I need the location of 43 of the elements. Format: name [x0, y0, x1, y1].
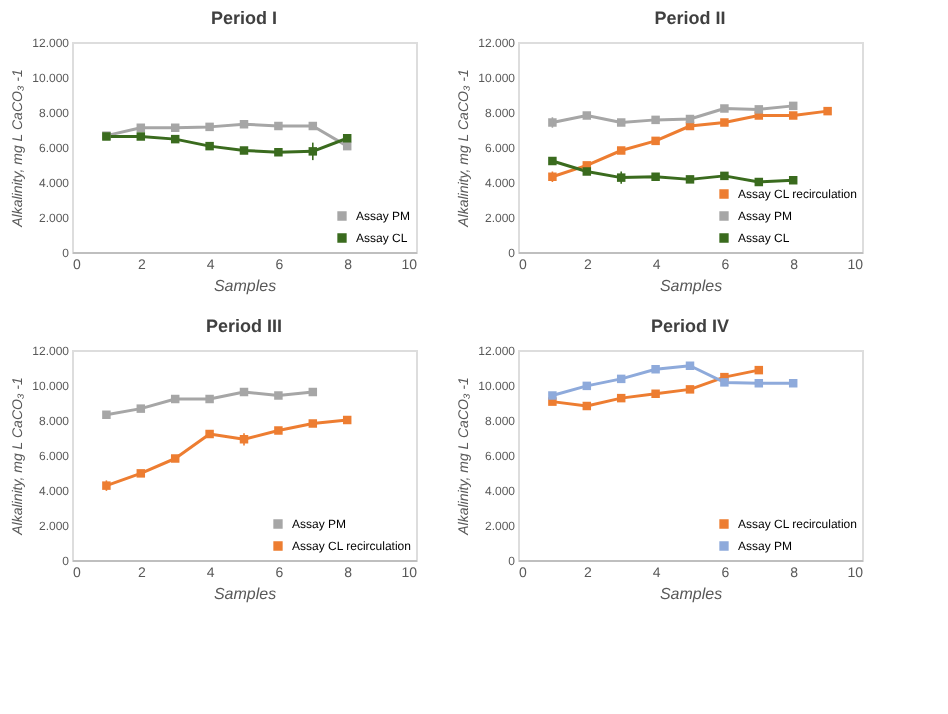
point [720, 104, 729, 113]
point [205, 394, 214, 404]
x-axis-title: Samples [659, 585, 723, 603]
point [274, 391, 283, 400]
point [239, 146, 249, 155]
point [170, 454, 180, 463]
point [205, 122, 214, 132]
point [823, 106, 832, 116]
point [651, 136, 660, 146]
point [136, 469, 146, 478]
point [205, 429, 214, 439]
chart-title: Period I [210, 8, 278, 28]
point [102, 410, 111, 419]
point [685, 385, 695, 394]
point [720, 171, 729, 181]
point [274, 121, 283, 131]
point [651, 365, 660, 374]
chart-title: Period III [205, 316, 283, 336]
point [685, 175, 695, 184]
point [720, 378, 729, 387]
point [274, 148, 283, 157]
chart-title: Period II [654, 8, 726, 28]
point [582, 111, 592, 120]
x-axis-title: Samples [213, 585, 277, 603]
x-axis-title: Samples [659, 277, 723, 295]
point [788, 111, 798, 120]
point [136, 132, 146, 141]
point [651, 115, 660, 125]
point [651, 172, 660, 181]
point [205, 141, 214, 151]
point [136, 404, 146, 413]
point [616, 118, 626, 127]
point [548, 391, 557, 400]
x-axis-title: Samples [213, 277, 277, 295]
chart-title: Period IV [650, 316, 730, 336]
point [308, 419, 318, 428]
point [651, 389, 660, 398]
point [548, 156, 557, 166]
point [720, 118, 729, 127]
point [754, 105, 764, 114]
point [274, 426, 283, 435]
point [582, 167, 592, 176]
point [616, 146, 626, 155]
